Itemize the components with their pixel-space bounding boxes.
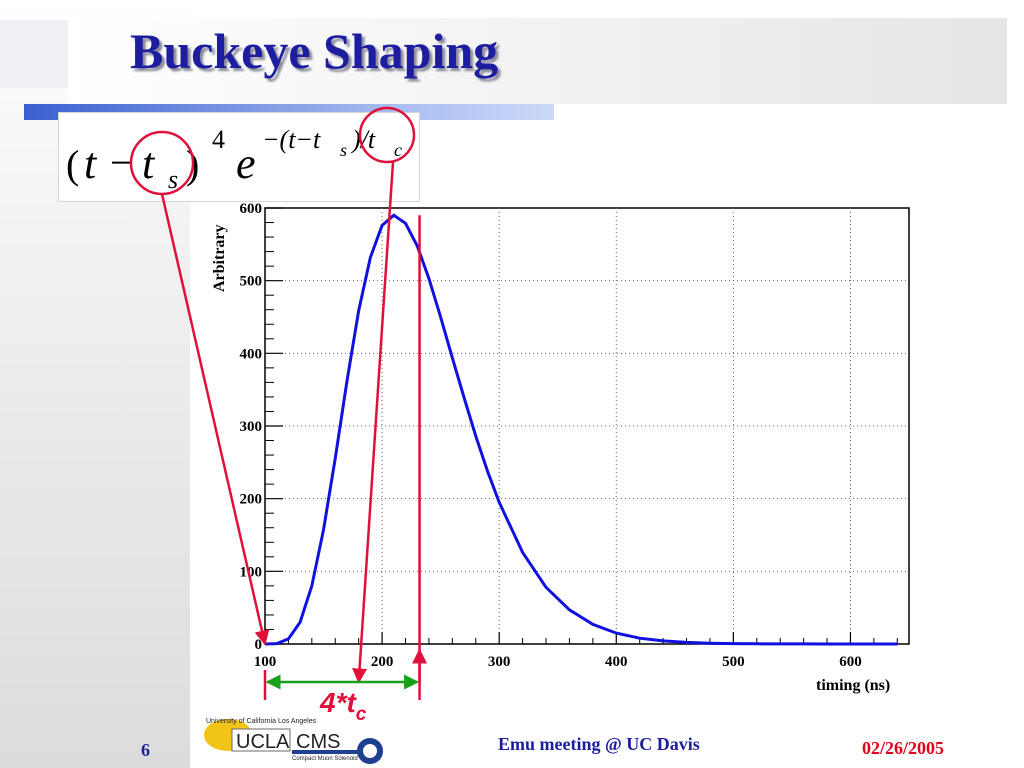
- ucla-cms-logo: University of California Los Angeles UCL…: [204, 718, 383, 764]
- formula-t-s: t: [142, 139, 156, 188]
- cms-ring-icon: [357, 738, 383, 764]
- date-label: 02/26/2005: [862, 738, 945, 758]
- formula-exp-sub-c: c: [394, 140, 402, 160]
- x-tick-label: 200: [371, 654, 394, 670]
- y-tick-label: 500: [240, 274, 263, 290]
- meeting-label: Emu meeting @ UC Davis: [498, 734, 700, 754]
- annotations: [129, 106, 428, 700]
- formula-e: e: [236, 139, 256, 188]
- formula-exp-sub-s: s: [340, 140, 347, 160]
- cms-caption: Compact Muon Solenoid: [292, 756, 358, 762]
- formula-minus: −: [110, 140, 133, 185]
- cms-text: CMS: [296, 731, 340, 753]
- ucla-text: UCLA: [236, 731, 290, 753]
- y-tick-label: 400: [240, 346, 263, 362]
- formula-box: [58, 112, 420, 202]
- y-tick-label: 0: [255, 637, 263, 653]
- formula-open-paren: (: [66, 142, 79, 187]
- corner-block: [0, 20, 68, 88]
- formula-power: 4: [212, 125, 225, 154]
- x-tick-label: 400: [605, 654, 628, 670]
- ucla-caption: University of California Los Angeles: [206, 718, 317, 725]
- formula-exp-main: −(t−t: [262, 125, 321, 154]
- y-tick-label: 600: [240, 201, 263, 217]
- slide-title: Buckeye Shaping: [130, 23, 499, 79]
- grid-lines: [265, 208, 909, 644]
- y-tick-label: 200: [240, 492, 263, 508]
- page-number: 6: [141, 740, 150, 760]
- x-axis-label: timing (ns): [816, 677, 890, 694]
- y-axis-label: Arbitrary: [211, 224, 228, 292]
- annotation-label: 4*tc: [319, 687, 367, 725]
- series-line: [264, 213, 898, 646]
- y-tick-label: 100: [240, 564, 263, 580]
- y-tick-label: 300: [240, 419, 263, 435]
- x-tick-label: 500: [722, 654, 745, 670]
- x-tick-label: 300: [488, 654, 511, 670]
- formula-sub-s: s: [168, 165, 178, 194]
- x-tick-label: 600: [839, 654, 862, 670]
- formula: ( t − t s ) 4 e −(t−t s )/t c: [66, 125, 402, 194]
- title-band: [68, 18, 1007, 104]
- arrow-ts-to-start: [160, 193, 270, 646]
- x-tick-label: 100: [254, 654, 277, 670]
- formula-t: t: [84, 139, 98, 188]
- highlight-circle-ts: [129, 130, 195, 196]
- arrow-tc-to-width: [352, 161, 395, 684]
- ucla-box: [231, 728, 291, 752]
- highlight-circle-tc: [358, 106, 416, 164]
